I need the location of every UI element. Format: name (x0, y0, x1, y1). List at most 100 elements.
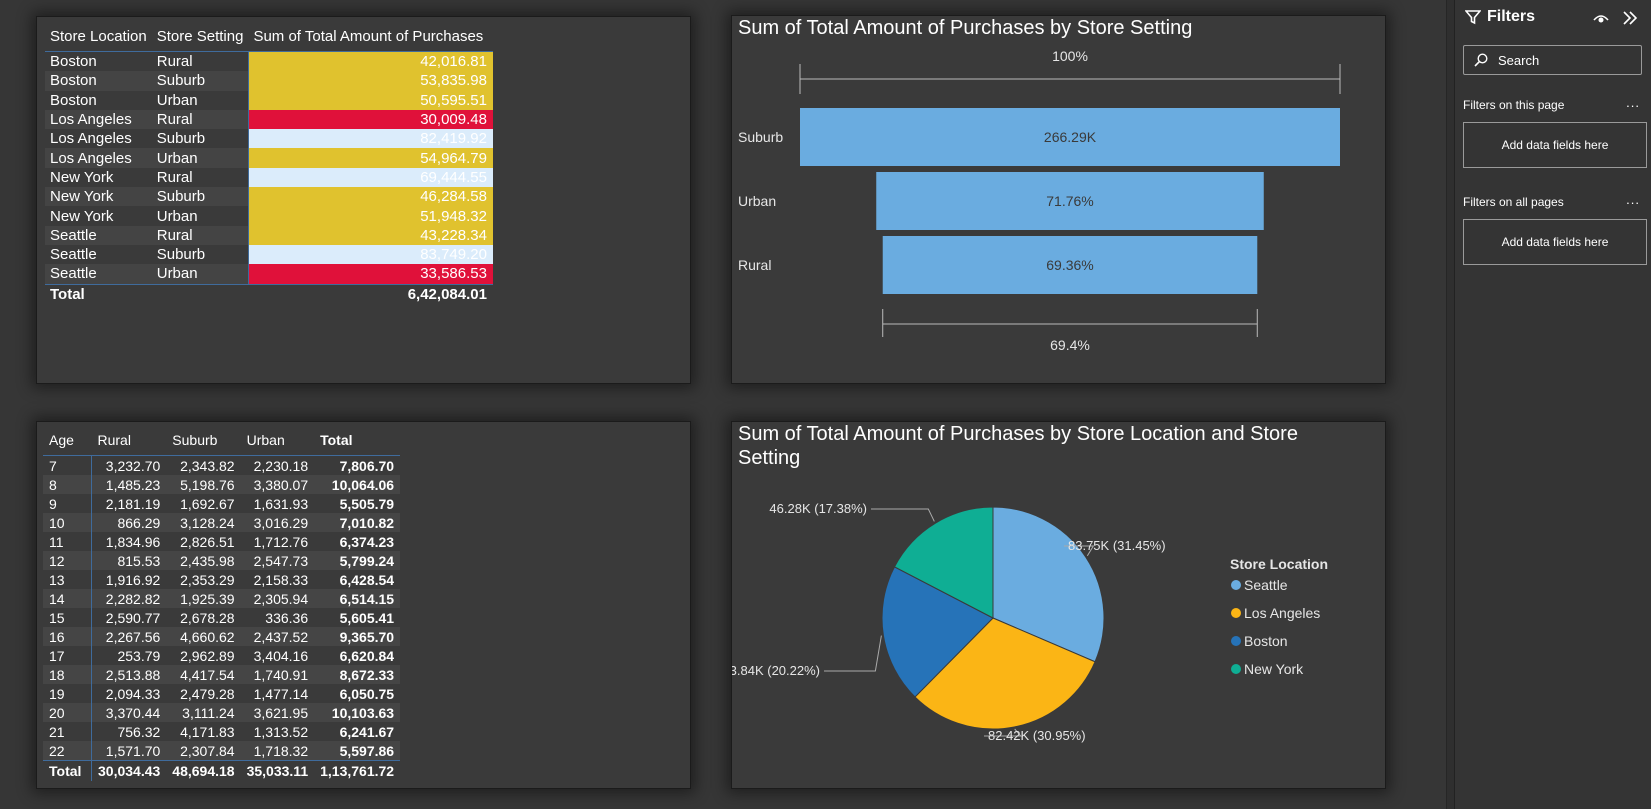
eye-visibility-icon[interactable] (1593, 12, 1609, 24)
age-cell: 10 (43, 513, 92, 532)
filters-on-all-pages-more-icon[interactable]: ... (1626, 192, 1640, 207)
legend-marker-icon (1231, 636, 1241, 646)
pie-legend-item[interactable]: Seattle (1231, 577, 1288, 593)
store-location-cell: Boston (45, 71, 152, 90)
table-row[interactable]: Los Angeles Suburb 82,419.92 (45, 129, 493, 148)
urban-cell: 3,016.29 (241, 513, 315, 532)
column-header-total[interactable]: Total (314, 425, 400, 456)
store-setting-cell: Rural (152, 226, 249, 245)
store-setting-cell: Urban (152, 206, 249, 225)
column-header-age[interactable]: Age (43, 425, 92, 456)
table-row[interactable]: 20 3,370.44 3,111.24 3,621.95 10,103.63 (43, 703, 400, 722)
suburb-cell: 3,128.24 (166, 513, 240, 532)
row-total-cell: 5,597.86 (314, 741, 400, 761)
total-label: Total (45, 284, 152, 305)
column-header-sum-purchases[interactable]: Sum of Total Amount of Purchases (248, 21, 493, 52)
age-matrix-visual[interactable]: Age Rural Suburb Urban Total 7 3,232.70 2,… (36, 421, 691, 789)
table-row[interactable]: 10 866.29 3,128.24 3,016.29 7,010.82 (43, 513, 400, 532)
table-row[interactable]: Los Angeles Rural 30,009.48 (45, 110, 493, 129)
pie-leader-line (871, 509, 934, 521)
rural-cell: 1,571.70 (92, 741, 167, 761)
collapse-pane-icon[interactable] (1622, 11, 1638, 25)
matrix-total-label: Total (43, 761, 92, 782)
rural-cell: 815.53 (92, 551, 167, 570)
suburb-cell: 2,353.29 (166, 570, 240, 589)
table-row[interactable]: 13 1,916.92 2,353.29 2,158.33 6,428.54 (43, 570, 400, 589)
table-row[interactable]: 9 2,181.19 1,692.67 1,631.93 5,505.79 (43, 494, 400, 513)
suburb-cell: 3,111.24 (166, 703, 240, 722)
table-row[interactable]: 11 1,834.96 2,826.51 1,712.76 6,374.23 (43, 532, 400, 551)
store-setting-cell: Urban (152, 148, 249, 167)
urban-cell: 3,404.16 (241, 646, 315, 665)
rural-cell: 3,370.44 (92, 703, 167, 722)
pie-legend-item[interactable]: Los Angeles (1231, 605, 1320, 621)
pie-legend-title: Store Location (1230, 556, 1328, 572)
column-header-store-setting[interactable]: Store Setting (152, 21, 249, 52)
pie-legend-item[interactable]: New York (1231, 661, 1304, 677)
suburb-cell: 2,307.84 (166, 741, 240, 761)
funnel-category-label: Rural (738, 257, 771, 273)
matrix-total-row: Total 30,034.43 48,694.18 35,033.11 1,13… (43, 761, 400, 782)
column-header-rural[interactable]: Rural (92, 425, 167, 456)
store-location-cell: Los Angeles (45, 129, 152, 148)
funnel-chart-visual[interactable]: Sum of Total Amount of Purchases by Stor… (731, 15, 1386, 384)
table-row[interactable]: 8 1,485.23 5,198.76 3,380.07 10,064.06 (43, 475, 400, 494)
urban-cell: 1,718.32 (241, 741, 315, 761)
pie-legend-label: New York (1244, 661, 1304, 677)
column-header-urban[interactable]: Urban (241, 425, 315, 456)
age-cell: 13 (43, 570, 92, 589)
age-cell: 14 (43, 589, 92, 608)
store-purchases-table-visual[interactable]: Store Location Store Setting Sum of Tota… (36, 16, 691, 384)
purchase-value-cell: 30,009.48 (248, 110, 493, 129)
rural-cell: 2,513.88 (92, 665, 167, 684)
rural-cell: 253.79 (92, 646, 167, 665)
row-total-cell: 7,010.82 (314, 513, 400, 532)
table-row[interactable]: 21 756.32 4,171.83 1,313.52 6,241.67 (43, 722, 400, 741)
table-row[interactable]: Seattle Rural 43,228.34 (45, 226, 493, 245)
urban-cell: 3,621.95 (241, 703, 315, 722)
table-row[interactable]: 12 815.53 2,435.98 2,547.73 5,799.24 (43, 551, 400, 570)
table-row[interactable]: 7 3,232.70 2,343.82 2,230.18 7,806.70 (43, 456, 400, 476)
table-total-row: Total 6,42,084.01 (45, 284, 493, 305)
filters-on-all-pages-dropzone[interactable]: Add data fields here (1463, 219, 1647, 265)
funnel-top-bracket (800, 64, 1340, 94)
store-location-cell: New York (45, 187, 152, 206)
urban-cell: 1,740.91 (241, 665, 315, 684)
table-row[interactable]: 14 2,282.82 1,925.39 2,305.94 6,514.15 (43, 589, 400, 608)
table-row[interactable]: 16 2,267.56 4,660.62 2,437.52 9,365.70 (43, 627, 400, 646)
column-header-suburb[interactable]: Suburb (166, 425, 240, 456)
table-row[interactable]: 19 2,094.33 2,479.28 1,477.14 6,050.75 (43, 684, 400, 703)
column-header-store-location[interactable]: Store Location (45, 21, 152, 52)
filters-on-this-page-dropzone[interactable]: Add data fields here (1463, 122, 1647, 168)
store-location-cell: Los Angeles (45, 148, 152, 167)
filters-search-box[interactable]: Search (1463, 45, 1642, 75)
table-row[interactable]: 22 1,571.70 2,307.84 1,718.32 5,597.86 (43, 741, 400, 761)
table-row[interactable]: New York Urban 51,948.32 (45, 206, 493, 225)
purchase-value-cell: 82,419.92 (248, 129, 493, 148)
table-row[interactable]: Boston Rural 42,016.81 (45, 52, 493, 72)
table-row[interactable]: 18 2,513.88 4,417.54 1,740.91 8,672.33 (43, 665, 400, 684)
age-cell: 9 (43, 494, 92, 513)
filters-title: Filters (1487, 8, 1535, 26)
table-row[interactable]: Boston Suburb 53,835.98 (45, 71, 493, 90)
pie-chart-visual[interactable]: Sum of Total Amount of Purchases by Stor… (731, 421, 1386, 789)
filters-on-this-page-more-icon[interactable]: ... (1626, 95, 1640, 110)
table-row[interactable]: New York Rural 69,444.55 (45, 168, 493, 187)
table-row[interactable]: Seattle Urban 33,586.53 (45, 264, 493, 284)
table-row[interactable]: Seattle Suburb 83,749.20 (45, 245, 493, 264)
pie-chart: 83.75K (31.45%)82.42K (30.95%)53.84K (20… (732, 422, 1385, 788)
funnel-category-label: Urban (738, 193, 776, 209)
pie-legend-item[interactable]: Boston (1231, 633, 1288, 649)
table-row[interactable]: Boston Urban 50,595.51 (45, 91, 493, 110)
table-row[interactable]: 15 2,590.77 2,678.28 336.36 5,605.41 (43, 608, 400, 627)
filters-header: Filters (1465, 8, 1535, 26)
urban-cell: 2,230.18 (241, 456, 315, 476)
pie-data-label: 53.84K (20.22%) (732, 663, 820, 678)
table-row[interactable]: New York Suburb 46,284.58 (45, 187, 493, 206)
table-row[interactable]: Los Angeles Urban 54,964.79 (45, 148, 493, 167)
suburb-cell: 2,678.28 (166, 608, 240, 627)
matrix-total-urban: 35,033.11 (241, 761, 315, 782)
suburb-cell: 4,660.62 (166, 627, 240, 646)
purchase-value-cell: 51,948.32 (248, 206, 493, 225)
table-row[interactable]: 17 253.79 2,962.89 3,404.16 6,620.84 (43, 646, 400, 665)
